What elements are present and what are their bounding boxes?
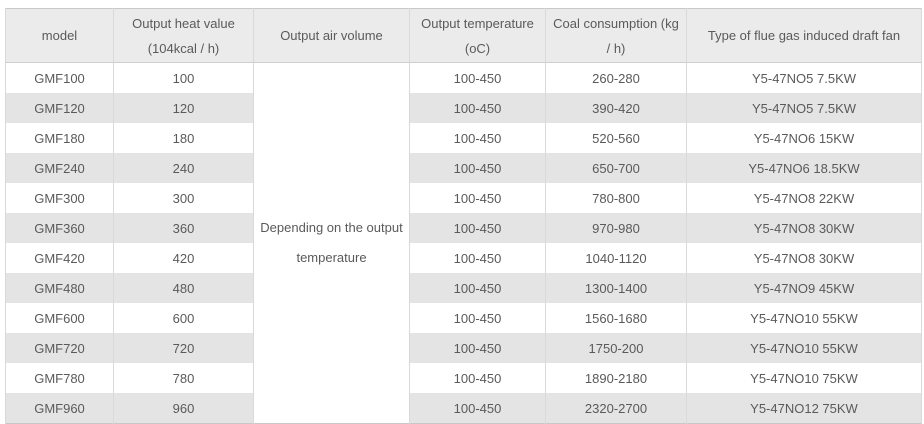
cell-temp: 100-450	[409, 213, 546, 243]
cell-heat: 120	[113, 93, 254, 123]
table-header: model Output heat value (104kcal / h) Outpu…	[5, 8, 922, 63]
table-body: GMF100 100 Depending on the output temperat…	[5, 62, 922, 424]
cell-model: GMF240	[5, 153, 114, 183]
cell-temp: 100-450	[409, 123, 546, 153]
column-header-heat: Output heat value (104kcal / h)	[113, 8, 254, 63]
cell-heat: 780	[113, 363, 254, 393]
header-row: model Output heat value (104kcal / h) Outpu…	[5, 8, 922, 63]
header-label-line: Output air volume	[280, 28, 383, 43]
table-row: GMF240 240 100-450 650-700 Y5-47NO6 18.5KW	[5, 153, 922, 183]
cell-model: GMF100	[5, 62, 114, 93]
cell-heat: 100	[113, 62, 254, 93]
cell-fan: Y5-47NO6 18.5KW	[686, 153, 922, 183]
cell-fan: Y5-47NO6 15KW	[686, 123, 922, 153]
table-row: GMF960 960 100-450 2320-2700 Y5-47NO12 75KW	[5, 393, 922, 424]
cell-coal: 1040-1120	[545, 243, 687, 273]
cell-coal: 1750-200	[545, 333, 687, 363]
header-label-line: (oC)	[464, 40, 491, 56]
cell-temp: 100-450	[409, 363, 546, 393]
header-label-line: Output heat value	[132, 15, 235, 31]
cell-coal: 1890-2180	[545, 363, 687, 393]
column-header-temp: Output temperature (oC)	[409, 8, 546, 63]
cell-model: GMF960	[5, 393, 114, 424]
cell-temp: 100-450	[409, 93, 546, 123]
table-row: GMF420 420 100-450 1040-1120 Y5-47NO8 30KW	[5, 243, 922, 273]
cell-coal: 2320-2700	[545, 393, 687, 424]
cell-model: GMF360	[5, 213, 114, 243]
header-label-line: / h)	[606, 40, 626, 56]
cell-fan: Y5-47NO5 7.5KW	[686, 93, 922, 123]
cell-heat: 180	[113, 123, 254, 153]
cell-model: GMF720	[5, 333, 114, 363]
cell-model: GMF120	[5, 93, 114, 123]
cell-temp: 100-450	[409, 183, 546, 213]
cell-temp: 100-450	[409, 303, 546, 333]
cell-coal: 650-700	[545, 153, 687, 183]
header-label-line: Type of flue gas induced draft fan	[707, 28, 901, 43]
spec-table-container: model Output heat value (104kcal / h) Outpu…	[5, 8, 922, 424]
cell-model: GMF780	[5, 363, 114, 393]
cell-coal: 390-420	[545, 93, 687, 123]
cell-fan: Y5-47NO8 22KW	[686, 183, 922, 213]
cell-heat: 720	[113, 333, 254, 363]
cell-model: GMF600	[5, 303, 114, 333]
cell-fan: Y5-47NO10 55KW	[686, 333, 922, 363]
column-header-air: Output air volume	[253, 8, 410, 63]
table-row: GMF480 480 100-450 1300-1400 Y5-47NO9 45KW	[5, 273, 922, 303]
cell-fan: Y5-47NO12 75KW	[686, 393, 922, 424]
cell-model: GMF180	[5, 123, 114, 153]
air-volume-note-line: Depending on the output	[260, 220, 403, 235]
cell-coal: 970-980	[545, 213, 687, 243]
cell-model: GMF480	[5, 273, 114, 303]
header-label-line: Output temperature	[421, 15, 534, 31]
table-row: GMF600 600 100-450 1560-1680 Y5-47NO10 55KW	[5, 303, 922, 333]
cell-fan: Y5-47NO5 7.5KW	[686, 62, 922, 93]
cell-fan: Y5-47NO9 45KW	[686, 273, 922, 303]
header-label-line: Coal consumption (kg	[553, 15, 679, 31]
column-header-fan: Type of flue gas induced draft fan	[686, 8, 922, 63]
cell-fan: Y5-47NO10 75KW	[686, 363, 922, 393]
cell-heat: 600	[113, 303, 254, 333]
cell-coal: 1560-1680	[545, 303, 687, 333]
cell-heat: 240	[113, 153, 254, 183]
header-label-line: model	[41, 28, 78, 43]
header-label-line: (104kcal / h)	[147, 40, 220, 56]
cell-heat: 360	[113, 213, 254, 243]
cell-temp: 100-450	[409, 333, 546, 363]
air-volume-merged-cell: Depending on the output temperature	[253, 62, 410, 424]
table-row: GMF100 100 Depending on the output temperat…	[5, 62, 922, 424]
column-header-model: model	[5, 8, 114, 63]
air-volume-note-line: temperature	[296, 250, 367, 265]
table-row: GMF720 720 100-450 1750-200 Y5-47NO10 55KW	[5, 333, 922, 363]
cell-heat: 960	[113, 393, 254, 424]
table-row: GMF780 780 100-450 1890-2180 Y5-47NO10 75KW	[5, 363, 922, 393]
cell-fan: Y5-47NO8 30KW	[686, 243, 922, 273]
cell-temp: 100-450	[409, 273, 546, 303]
table-row: GMF180 180 100-450 520-560 Y5-47NO6 15KW	[5, 123, 922, 153]
cell-coal: 260-280	[545, 62, 687, 93]
table-row: GMF120 120 100-450 390-420 Y5-47NO5 7.5KW	[5, 93, 922, 123]
cell-heat: 480	[113, 273, 254, 303]
cell-coal: 1300-1400	[545, 273, 687, 303]
cell-fan: Y5-47NO10 55KW	[686, 303, 922, 333]
cell-temp: 100-450	[409, 243, 546, 273]
column-header-coal: Coal consumption (kg / h)	[545, 8, 687, 63]
table-row: GMF300 300 100-450 780-800 Y5-47NO8 22KW	[5, 183, 922, 213]
cell-coal: 780-800	[545, 183, 687, 213]
cell-fan: Y5-47NO8 30KW	[686, 213, 922, 243]
cell-temp: 100-450	[409, 393, 546, 424]
cell-model: GMF420	[5, 243, 114, 273]
table-row: GMF360 360 100-450 970-980 Y5-47NO8 30KW	[5, 213, 922, 243]
spec-table: model Output heat value (104kcal / h) Outpu…	[5, 8, 922, 424]
cell-coal: 520-560	[545, 123, 687, 153]
cell-heat: 420	[113, 243, 254, 273]
cell-model: GMF300	[5, 183, 114, 213]
cell-temp: 100-450	[409, 153, 546, 183]
cell-heat: 300	[113, 183, 254, 213]
cell-temp: 100-450	[409, 62, 546, 93]
